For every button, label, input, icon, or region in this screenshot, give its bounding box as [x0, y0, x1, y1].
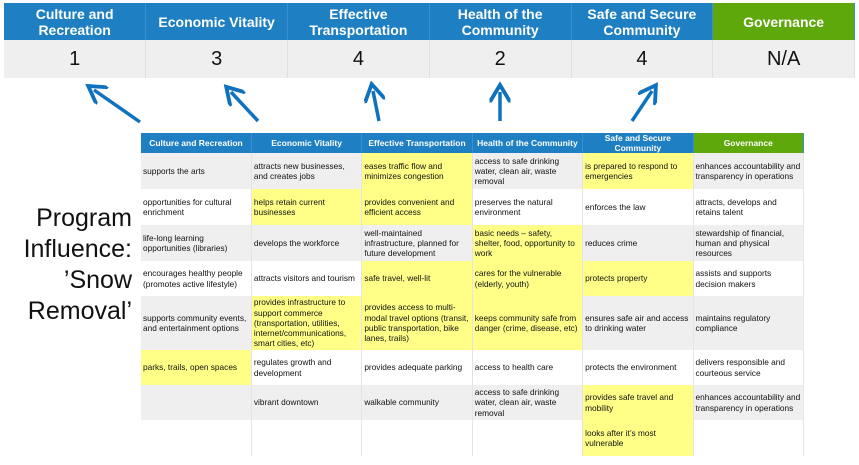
program-influence-label: Program Influence: ’Snow Removal’ — [0, 203, 132, 327]
table-cell: looks after it’s most vulnerable — [582, 420, 694, 456]
table-cell: ensures safe air and access to drinking … — [582, 296, 694, 350]
table-cell: assists and supports decision makers — [693, 261, 805, 296]
column-header: Safe and Secure Community — [582, 133, 694, 153]
column-header: Governance — [693, 133, 805, 153]
table-cell: supports community events, and entertain… — [141, 296, 252, 350]
table-cell: protects the environment — [582, 350, 694, 385]
table-cell: stewardship of financial, human and phys… — [693, 225, 805, 261]
column-header: Economic Vitality — [251, 133, 363, 153]
table-cell: attracts, develops and retains talent — [693, 189, 805, 225]
table-cell — [141, 420, 252, 456]
summary-header: Health of the Community — [429, 3, 572, 40]
table-cell: reduces crime — [582, 225, 694, 261]
table-cell: develops the workforce — [251, 225, 363, 261]
arrow-economic — [231, 92, 260, 123]
label-line: Influence: — [23, 235, 132, 263]
table-cell: provides access to multi-modal travel op… — [361, 296, 473, 350]
summary-scores-table: Culture and Recreation Economic Vitality E… — [4, 3, 855, 78]
table-cell: eases traffic flow and minimizes congest… — [361, 153, 473, 189]
table-cell: basic needs – safety, shelter, food, opp… — [472, 225, 584, 261]
summary-header: Economic Vitality — [145, 3, 288, 40]
table-cell: provides convenient and efficient access — [361, 189, 473, 225]
table-row: encourages healthy people (promotes acti… — [141, 261, 805, 296]
table-cell: life-long learning opportunities (librar… — [141, 225, 252, 261]
table-cell: provides infrastructure to support comme… — [251, 296, 363, 350]
table-cell: cares for the vulnerable (elderly, youth… — [472, 261, 584, 296]
table-cell — [361, 420, 473, 456]
summary-header: Governance — [712, 3, 855, 40]
table-cell: supports the arts — [141, 153, 252, 189]
column-header: Culture and Recreation — [141, 133, 252, 153]
table-cell: preserves the natural environment — [472, 189, 584, 225]
table-cell: provides safe travel and mobility — [582, 385, 694, 420]
table-cell: provides adequate parking — [361, 350, 473, 385]
table-row: supports the arts attracts new businesses… — [141, 153, 805, 189]
label-line: Removal’ — [27, 297, 132, 325]
table-cell: access to safe drinking water, clean air… — [472, 385, 584, 420]
table-cell: delivers responsible and courteous servi… — [693, 350, 805, 385]
table-cell: protects property — [582, 261, 694, 296]
table-cell: attracts new businesses, and creates job… — [251, 153, 363, 189]
table-cell: parks, trails, open spaces — [141, 350, 252, 385]
table-cell: helps retain current businesses — [251, 189, 363, 225]
summary-score: 2 — [429, 40, 572, 78]
table-row: parks, trails, open spaces regulates grow… — [141, 350, 805, 385]
summary-score: 4 — [571, 40, 714, 78]
arrow-culture — [94, 90, 141, 124]
table-cell: regulates growth and development — [251, 350, 363, 385]
table-cell: keeps community safe from danger (crime,… — [472, 296, 584, 350]
summary-score: N/A — [712, 40, 855, 78]
table-cell — [141, 385, 252, 420]
table-row: life-long learning opportunities (librar… — [141, 225, 805, 261]
summary-header: Culture and Recreation — [4, 3, 147, 40]
table-cell: walkable community — [361, 385, 473, 420]
summary-score: 3 — [145, 40, 288, 78]
table-cell: safe travel, well-lit — [361, 261, 473, 296]
table-cell: access to safe drinking water, clean air… — [472, 153, 584, 189]
column-header: Health of the Community — [472, 133, 584, 153]
table-cell: vibrant downtown — [251, 385, 363, 420]
influence-matrix-table: Culture and Recreation Economic Vitality E… — [141, 133, 805, 456]
table-cell: enhances accountability and transparency… — [693, 153, 805, 189]
table-cell: maintains regulatory compliance — [693, 296, 805, 350]
table-cell: enhances accountability and transparency… — [693, 385, 805, 420]
arrow-transportation — [373, 91, 379, 122]
table-cell: enforces the law — [582, 189, 694, 225]
table-cell — [693, 420, 805, 456]
table-cell: attracts visitors and tourism — [251, 261, 363, 296]
table-cell — [472, 420, 584, 456]
table-cell: encourages healthy people (promotes acti… — [141, 261, 252, 296]
table-row: supports community events, and entertain… — [141, 296, 805, 350]
table-cell: access to health care — [472, 350, 584, 385]
column-header: Effective Transportation — [361, 133, 473, 153]
table-row: looks after it’s most vulnerable — [141, 420, 805, 456]
label-line: ’Snow — [63, 266, 132, 294]
table-row: vibrant downtown walkable community access… — [141, 385, 805, 420]
table-cell: opportunities for cultural enrichment — [141, 189, 252, 225]
summary-header: Safe and Secure Community — [571, 3, 714, 40]
table-row: opportunities for cultural enrichment hel… — [141, 189, 805, 225]
table-cell — [251, 420, 363, 456]
label-line: Program — [36, 204, 132, 232]
arrow-safe — [630, 91, 652, 122]
summary-score: 1 — [4, 40, 147, 78]
summary-score: 4 — [287, 40, 430, 78]
table-cell: well-maintained infrastructure, planned … — [361, 225, 473, 261]
table-cell: is prepared to respond to emergencies — [582, 153, 694, 189]
summary-header: Effective Transportation — [287, 3, 430, 40]
